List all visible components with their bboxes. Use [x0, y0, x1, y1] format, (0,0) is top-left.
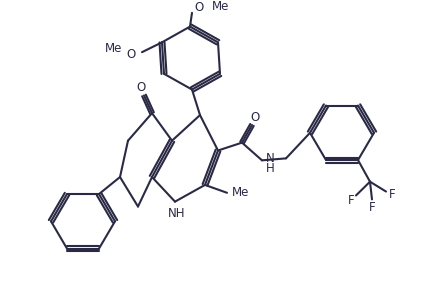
Text: NH: NH	[168, 207, 186, 220]
Text: H: H	[266, 162, 275, 175]
Text: Me: Me	[233, 186, 250, 199]
Text: O: O	[251, 111, 260, 123]
Text: N: N	[266, 152, 275, 165]
Text: Me: Me	[105, 42, 122, 55]
Text: F: F	[389, 188, 395, 201]
Text: F: F	[347, 194, 354, 207]
Text: O: O	[194, 1, 204, 14]
Text: O: O	[136, 81, 145, 94]
Text: O: O	[127, 48, 136, 61]
Text: Me: Me	[212, 0, 230, 13]
Text: F: F	[369, 201, 375, 214]
